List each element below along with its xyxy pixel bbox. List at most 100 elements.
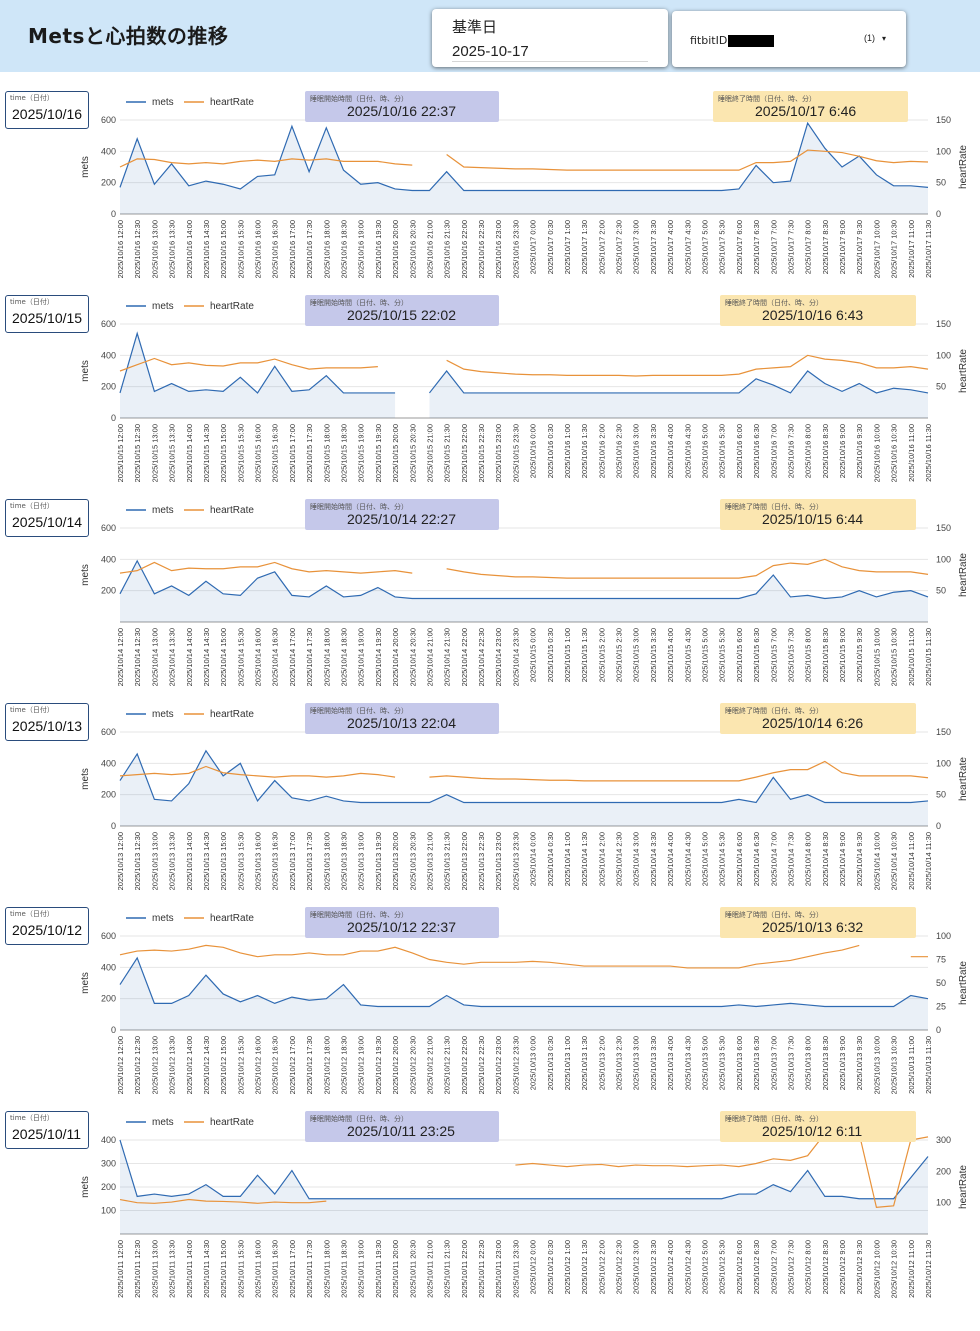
x-tick-label: 2025/10/13 19:00 (357, 832, 366, 890)
x-tick-label: 2025/10/12 0:00 (529, 1240, 538, 1294)
x-tick-label: 2025/10/11 16:30 (271, 1240, 280, 1298)
x-tick-label: 2025/10/15 6:00 (735, 628, 744, 682)
heart-rate-line (429, 760, 929, 782)
x-tick-label: 2025/10/13 5:30 (718, 1036, 727, 1090)
reference-date-input[interactable] (452, 41, 648, 62)
x-tick-label: 2025/10/14 19:30 (374, 628, 383, 686)
x-tick-label: 2025/10/15 23:00 (494, 424, 503, 482)
heart-rate-line (446, 354, 929, 377)
x-tick-label: 2025/10/13 4:30 (683, 1036, 692, 1090)
x-tick-label: 2025/10/16 18:30 (339, 220, 348, 278)
x-tick-label: 2025/10/14 13:30 (168, 628, 177, 686)
x-tick-label: 2025/10/15 14:30 (202, 424, 211, 482)
fitbit-id-select[interactable]: (1) (864, 33, 875, 43)
sleep-start-caption: 睡眠開始時間（日付、時、分） (310, 911, 408, 919)
x-tick-label: 2025/10/12 19:00 (357, 1036, 366, 1094)
x-tick-label: 2025/10/14 17:00 (288, 628, 297, 686)
x-tick-label: 2025/10/11 20:30 (408, 1240, 417, 1298)
y-axis-title-right: heartRate (958, 349, 969, 393)
x-tick-label: 2025/10/15 13:00 (150, 424, 159, 482)
x-tick-label: 2025/10/14 1:30 (580, 832, 589, 886)
x-tick-label: 2025/10/13 13:00 (150, 832, 159, 890)
y-tick-left: 600 (101, 319, 116, 329)
y-tick-right: 0 (936, 1025, 941, 1035)
sleep-start-caption: 睡眠開始時間（日付、時、分） (310, 1115, 408, 1123)
x-tick-label: 2025/10/13 20:30 (408, 832, 417, 890)
x-tick-label: 2025/10/16 7:30 (786, 424, 795, 478)
fitbit-id-control[interactable]: fitbitID: (1) ▾ (672, 11, 906, 67)
x-tick-label: 2025/10/16 20:00 (391, 220, 400, 278)
x-tick-label: 2025/10/15 19:30 (374, 424, 383, 482)
x-tick-label: 2025/10/15 10:00 (872, 628, 881, 686)
mets-line (119, 331, 396, 394)
x-tick-label: 2025/10/13 18:30 (339, 832, 348, 890)
x-tick-label: 2025/10/13 10:00 (872, 1036, 881, 1094)
x-tick-label: 2025/10/12 23:30 (511, 1036, 520, 1094)
x-tick-label: 2025/10/14 6:00 (735, 832, 744, 886)
mets-line (119, 956, 929, 1008)
x-tick-label: 2025/10/15 3:30 (649, 628, 658, 682)
x-tick-label: 2025/10/14 12:30 (133, 628, 142, 686)
time-caption: time（日付） (10, 94, 54, 102)
x-tick-label: 2025/10/12 6:30 (752, 1240, 761, 1294)
time-caption: time（日付） (10, 910, 54, 918)
x-tick-label: 2025/10/14 10:00 (872, 832, 881, 890)
y-tick-left: 200 (101, 586, 116, 596)
x-tick-label: 2025/10/12 3:30 (649, 1240, 658, 1294)
sleep-start-box: 睡眠開始時間（日付、時、分） 2025/10/14 22:27 (305, 499, 499, 530)
y-tick-right: 100 (936, 931, 951, 941)
x-tick-label: 2025/10/15 23:30 (511, 424, 520, 482)
x-tick-label: 2025/10/13 17:30 (305, 832, 314, 890)
x-tick-label: 2025/10/12 18:30 (339, 1036, 348, 1094)
x-tick-label: 2025/10/15 12:00 (116, 424, 125, 482)
mets-line (119, 749, 929, 804)
x-tick-label: 2025/10/14 17:30 (305, 628, 314, 686)
x-tick-label: 2025/10/14 2:30 (615, 832, 624, 886)
x-tick-label: 2025/10/11 23:30 (511, 1240, 520, 1298)
mets-line (119, 121, 929, 192)
x-tick-label: 2025/10/12 4:00 (666, 1240, 675, 1294)
x-tick-label: 2025/10/15 5:30 (718, 628, 727, 682)
y-tick-left: 300 (101, 1159, 116, 1169)
sleep-end-caption: 睡眠終了時間（日付、時、分） (725, 911, 823, 919)
x-tick-label: 2025/10/14 10:30 (890, 832, 899, 890)
sleep-end-caption: 睡眠終了時間（日付、時、分） (725, 707, 823, 715)
x-tick-label: 2025/10/17 3:30 (649, 220, 658, 274)
y-tick-right: 50 (936, 978, 946, 988)
x-tick-label: 2025/10/11 22:00 (460, 1240, 469, 1298)
heart-rate-line (119, 158, 413, 168)
y-tick-left: 600 (101, 727, 116, 737)
x-tick-label: 2025/10/16 12:30 (133, 220, 142, 278)
x-tick-label: 2025/10/13 18:00 (322, 832, 331, 890)
x-tick-label: 2025/10/11 13:00 (150, 1240, 159, 1298)
x-tick-label: 2025/10/12 13:30 (168, 1036, 177, 1094)
x-tick-label: 2025/10/14 15:30 (236, 628, 245, 686)
legend-heart-rate: heartRate (210, 97, 254, 108)
x-tick-label: 2025/10/16 20:30 (408, 220, 417, 278)
y-axis-title-left: mets (80, 564, 91, 586)
legend-mets: mets (152, 505, 174, 516)
x-tick-label: 2025/10/13 9:00 (838, 1036, 847, 1090)
reference-date-control[interactable]: 基準日 (432, 9, 668, 67)
x-tick-label: 2025/10/14 14:30 (202, 628, 211, 686)
heart-rate-line (446, 149, 929, 171)
x-tick-label: 2025/10/12 15:30 (236, 1036, 245, 1094)
sleep-end-caption: 睡眠終了時間（日付、時、分） (725, 503, 823, 511)
x-tick-label: 2025/10/14 9:00 (838, 832, 847, 886)
mets-area (120, 333, 396, 418)
x-tick-label: 2025/10/16 5:00 (701, 424, 710, 478)
x-tick-label: 2025/10/12 5:30 (718, 1240, 727, 1294)
x-tick-label: 2025/10/14 0:30 (546, 832, 555, 886)
date-value: 2025/10/11 (12, 1126, 82, 1142)
chevron-down-icon[interactable]: ▾ (882, 34, 887, 43)
legend-mets: mets (152, 913, 174, 924)
x-tick-label: 2025/10/16 11:30 (924, 424, 933, 482)
x-tick-label: 2025/10/15 13:30 (168, 424, 177, 482)
sleep-start-value: 2025/10/15 22:02 (347, 307, 456, 323)
y-tick-right: 0 (936, 821, 941, 831)
x-tick-label: 2025/10/12 9:00 (838, 1240, 847, 1294)
chart-panel: 200 400 600 50 100 150 mets heartRate 2025/10/14… (0, 496, 980, 702)
x-tick-label: 2025/10/17 8:00 (804, 220, 813, 274)
y-tick-right: 100 (936, 758, 951, 768)
x-tick-label: 2025/10/12 3:00 (632, 1240, 641, 1294)
